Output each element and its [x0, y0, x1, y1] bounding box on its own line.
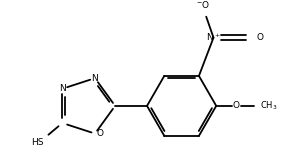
Text: N: N [92, 74, 98, 83]
Text: O: O [233, 101, 240, 110]
Text: O: O [97, 129, 104, 138]
Text: $\mathrm{N^+}$: $\mathrm{N^+}$ [206, 32, 221, 43]
Text: N: N [59, 84, 66, 93]
Text: HS: HS [31, 138, 44, 147]
Text: O: O [256, 33, 263, 42]
Text: CH$_3$: CH$_3$ [260, 100, 278, 112]
Text: $^{-}$O: $^{-}$O [196, 0, 210, 10]
